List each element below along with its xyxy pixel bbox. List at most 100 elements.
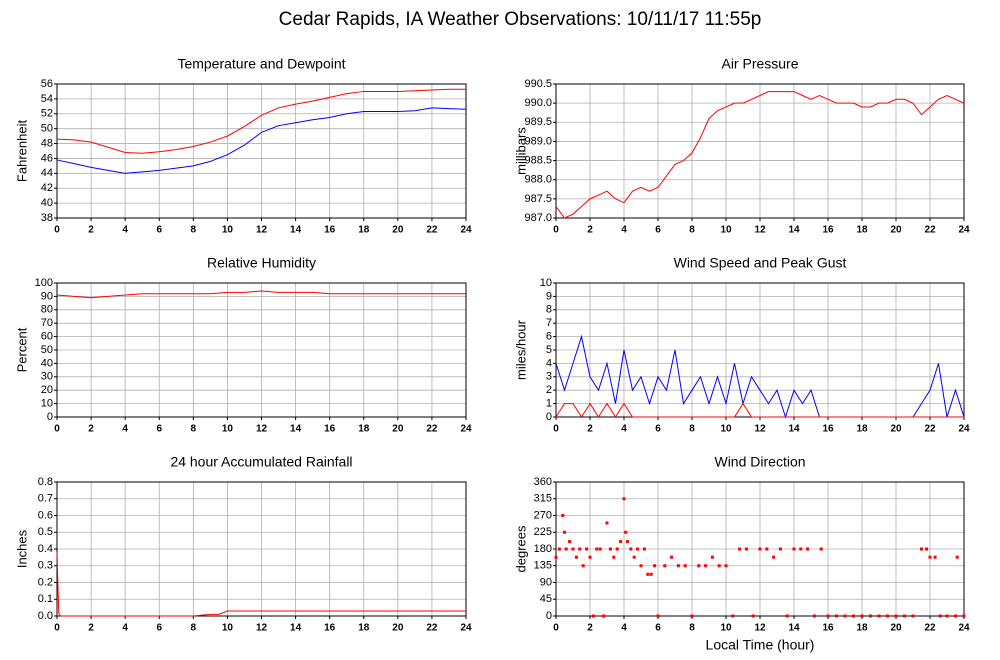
x-tick-label: 12 xyxy=(754,225,766,236)
x-tick-label: 4 xyxy=(621,623,627,634)
x-tick-label: 18 xyxy=(856,225,868,236)
x-tick-label: 0 xyxy=(553,623,559,634)
page-title: Cedar Rapids, IA Weather Observations: 1… xyxy=(279,9,762,30)
data-point xyxy=(826,614,830,618)
x-tick-label: 0 xyxy=(54,424,60,435)
chart-title: Wind Speed and Peak Gust xyxy=(674,255,847,271)
data-point xyxy=(806,547,810,551)
data-point xyxy=(656,614,660,618)
x-tick-label: 12 xyxy=(754,623,766,634)
x-tick-label: 10 xyxy=(222,424,234,435)
data-point xyxy=(869,614,872,618)
y-tick-label: 45 xyxy=(540,593,552,605)
x-tick-label: 20 xyxy=(392,623,404,634)
x-tick-label: 4 xyxy=(122,424,128,435)
y-tick-label: 48 xyxy=(41,137,53,149)
data-point xyxy=(835,614,838,618)
x-tick-label: 10 xyxy=(720,623,732,634)
data-point xyxy=(574,555,578,559)
data-point xyxy=(792,547,796,551)
data-point xyxy=(683,564,687,568)
y-tick-label: 0.0 xyxy=(38,610,53,622)
data-point xyxy=(632,555,636,559)
x-tick-label: 22 xyxy=(426,424,438,435)
x-tick-label: 20 xyxy=(392,225,404,236)
y-tick-label: 50 xyxy=(41,344,53,356)
y-tick-label: 30 xyxy=(41,371,53,383)
x-tick-label: 10 xyxy=(222,623,234,634)
x-tick-label: 20 xyxy=(890,424,902,435)
data-point xyxy=(676,564,680,568)
y-tick-label: 315 xyxy=(534,493,552,505)
data-point xyxy=(704,564,708,568)
data-point xyxy=(938,614,942,618)
plot-frame xyxy=(555,481,965,617)
y-tick-label: 987.5 xyxy=(524,193,552,205)
data-point xyxy=(819,547,823,551)
y-axis-label: Percent xyxy=(14,327,29,372)
data-point xyxy=(860,614,864,618)
chart-title: Relative Humidity xyxy=(207,255,316,271)
x-tick-label: 0 xyxy=(54,225,60,236)
data-point xyxy=(945,614,949,618)
data-point xyxy=(624,530,628,534)
x-tick-label: 0 xyxy=(553,225,559,236)
data-point xyxy=(962,614,966,618)
data-point xyxy=(717,564,721,568)
y-tick-label: 70 xyxy=(41,317,53,329)
x-tick-label: 10 xyxy=(222,225,234,236)
data-point xyxy=(581,564,585,568)
data-point xyxy=(561,514,565,517)
y-tick-label: 988.0 xyxy=(524,174,552,186)
x-tick-label: 16 xyxy=(324,623,336,634)
x-tick-label: 14 xyxy=(788,424,800,435)
y-tick-label: 40 xyxy=(41,197,53,209)
x-tick-label: 10 xyxy=(720,225,732,236)
y-tick-label: 6 xyxy=(546,331,552,343)
data-point xyxy=(877,614,881,618)
x-tick-label: 16 xyxy=(822,424,834,435)
x-tick-label: 20 xyxy=(890,623,902,634)
y-tick-label: 0 xyxy=(546,610,552,622)
y-tick-label: 20 xyxy=(41,384,53,396)
x-tick-label: 18 xyxy=(856,424,868,435)
y-tick-label: 10 xyxy=(540,277,552,289)
data-point xyxy=(954,614,957,618)
y-tick-label: 225 xyxy=(534,526,552,538)
y-tick-label: 42 xyxy=(41,182,53,194)
data-point xyxy=(629,547,633,551)
data-line xyxy=(56,88,466,154)
x-tick-label: 24 xyxy=(460,623,472,634)
y-tick-label: 0.8 xyxy=(38,476,53,488)
x-tick-label: 24 xyxy=(958,225,970,236)
data-point xyxy=(646,572,650,576)
chart-title: 24 hour Accumulated Rainfall xyxy=(170,454,352,470)
data-point xyxy=(591,614,595,618)
data-point xyxy=(663,564,667,568)
x-tick-label: 16 xyxy=(324,424,336,435)
y-axis-label: Inches xyxy=(14,529,29,568)
y-tick-label: 135 xyxy=(534,560,552,572)
data-point xyxy=(625,540,629,544)
x-tick-label: 2 xyxy=(587,623,593,634)
y-tick-label: 52 xyxy=(41,108,53,120)
x-tick-label: 14 xyxy=(788,225,800,236)
x-tick-label: 24 xyxy=(958,424,970,435)
data-point xyxy=(642,547,646,551)
data-point xyxy=(886,614,889,618)
x-tick-label: 24 xyxy=(958,623,970,634)
x-tick-label: 8 xyxy=(191,424,197,435)
y-tick-label: 56 xyxy=(41,78,53,90)
x-tick-label: 16 xyxy=(822,225,834,236)
y-tick-label: 8 xyxy=(546,304,552,316)
x-tick-label: 2 xyxy=(88,623,94,634)
x-tick-label: 18 xyxy=(358,623,370,634)
data-point xyxy=(563,530,566,534)
x-tick-label: 8 xyxy=(689,424,695,435)
y-tick-label: 990.0 xyxy=(524,97,552,109)
y-tick-label: 988.5 xyxy=(524,154,552,166)
data-point xyxy=(585,547,589,551)
data-point xyxy=(758,547,762,551)
x-tick-label: 2 xyxy=(88,225,94,236)
